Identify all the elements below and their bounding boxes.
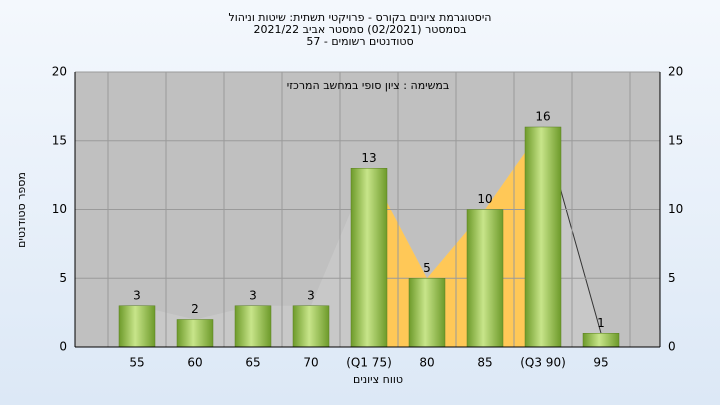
data-label: 16 (535, 110, 550, 124)
data-label: 5 (423, 261, 431, 275)
data-label: 3 (249, 288, 257, 302)
y-tick-label: 10 (52, 202, 67, 216)
bar (466, 209, 504, 348)
bar (118, 305, 156, 348)
bar (176, 319, 214, 348)
y2-tick-label: 10 (668, 202, 683, 216)
y2-tick-label: 5 (668, 271, 676, 285)
y2-tick-label: 20 (668, 65, 683, 79)
data-label: 13 (361, 151, 376, 165)
data-label: 2 (191, 302, 199, 316)
bar (408, 278, 446, 348)
y-tick-label: 15 (52, 133, 67, 147)
x-tick-label: (Q3 90) (520, 356, 566, 370)
bar (350, 168, 388, 348)
chart-subtitle: בסמסטר (02/2021) סמסטר אביב 2021/22 (253, 23, 466, 36)
x-tick-label: 55 (129, 356, 144, 370)
data-label: 1 (597, 316, 605, 330)
x-tick-label: 80 (419, 356, 434, 370)
chart-title: היסטוגרמת ציונים בקורס - פרויקטי תשתית: … (229, 11, 492, 24)
y2-tick-label: 0 (668, 340, 676, 354)
y-tick-label: 20 (52, 65, 67, 79)
x-tick-label: 95 (593, 356, 608, 370)
data-label: 10 (477, 192, 492, 206)
x-tick-label: 70 (303, 356, 318, 370)
bar (234, 305, 272, 348)
x-tick-label: 65 (245, 356, 260, 370)
data-label: 3 (307, 288, 315, 302)
bar (292, 305, 330, 348)
chart-subtitle: סטודנטים רשומים - 57 (306, 35, 413, 48)
bar (524, 126, 562, 348)
annotation: במשימה : ציון סופי במחשב המרכזי (287, 79, 450, 92)
bar (582, 333, 620, 348)
y-tick-label: 0 (59, 340, 67, 354)
x-tick-label: 85 (477, 356, 492, 370)
x-tick-label: (Q1 75) (346, 356, 392, 370)
x-axis-label: טווח ציונים (353, 373, 403, 386)
y2-tick-label: 15 (668, 133, 683, 147)
x-tick-label: 60 (187, 356, 202, 370)
y-tick-label: 5 (59, 271, 67, 285)
y-axis-label: מספר סטודנטים (15, 172, 28, 248)
data-label: 3 (133, 288, 141, 302)
